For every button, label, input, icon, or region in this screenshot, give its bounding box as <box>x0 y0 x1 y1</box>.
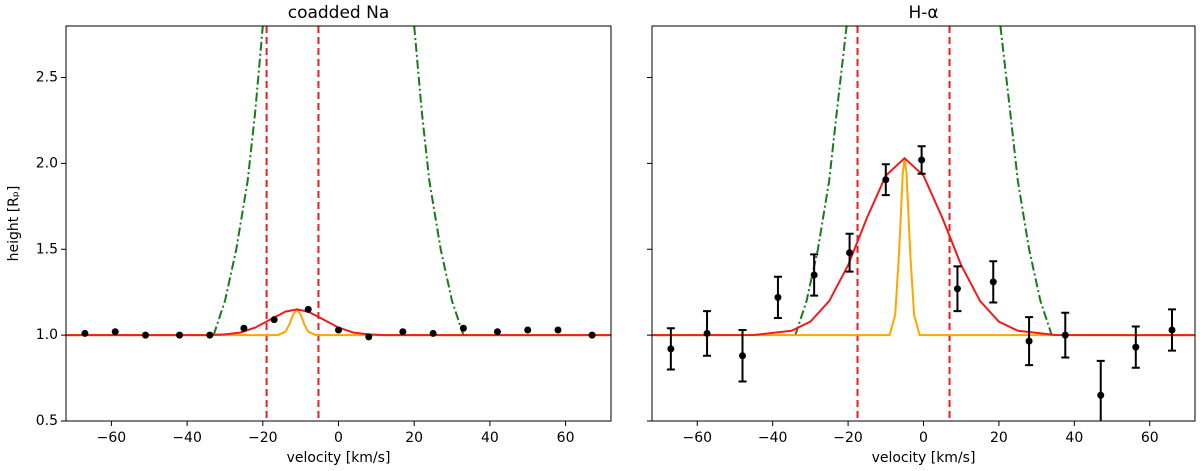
data-point <box>1025 337 1033 345</box>
data-point <box>493 328 501 336</box>
data-point <box>989 278 997 286</box>
data-point <box>1132 343 1140 351</box>
x-tick-label: −40 <box>172 430 202 446</box>
data-point <box>846 249 854 257</box>
x-tick-label: 40 <box>481 430 499 446</box>
x-tick-label: 60 <box>1141 430 1159 446</box>
data-point <box>524 326 532 334</box>
y-tick-label: 1.5 <box>36 241 58 257</box>
x-tick-label: 40 <box>1065 430 1083 446</box>
plot-area <box>66 26 611 421</box>
data-point <box>240 324 248 332</box>
plot-area <box>652 26 1195 421</box>
x-axis-label: velocity [km/s] <box>872 450 976 466</box>
data-point <box>399 328 407 336</box>
model-line <box>212 26 465 336</box>
x-tick-label: 20 <box>990 430 1008 446</box>
data-point <box>739 352 746 360</box>
data-point <box>774 293 782 301</box>
data-point <box>1168 326 1176 334</box>
data-point <box>81 329 89 337</box>
x-tick-label: −60 <box>682 430 712 446</box>
y-axis-label: height [Rₚ] <box>6 186 22 262</box>
y-tick-label: 2.0 <box>36 155 58 171</box>
axes-frame <box>65 25 612 422</box>
data-point <box>176 331 184 339</box>
model-line <box>652 156 1195 337</box>
data-point <box>1097 391 1105 399</box>
x-tick-label: 0 <box>334 430 343 446</box>
x-tick-label: −20 <box>248 430 278 446</box>
data-point <box>335 326 342 334</box>
chart-title: coadded Na <box>288 3 390 23</box>
data-point <box>141 331 149 339</box>
axes-frame <box>651 25 1196 422</box>
model-line <box>66 308 611 337</box>
data-point <box>918 156 926 164</box>
y-tick-label: 0.5 <box>36 413 58 429</box>
model-line <box>652 158 1195 337</box>
data-point <box>270 316 278 324</box>
data-point <box>304 305 312 313</box>
chart-title: H-α <box>908 3 938 23</box>
x-tick-label: 20 <box>405 430 423 446</box>
data-point <box>953 285 961 293</box>
model-line <box>794 26 1053 336</box>
data-point <box>365 333 373 341</box>
data-point <box>703 329 711 337</box>
x-tick-label: 0 <box>919 430 928 446</box>
data-point <box>667 345 675 353</box>
data-point <box>1061 331 1069 339</box>
data-point <box>882 176 890 184</box>
y-tick-label: 2.5 <box>36 70 58 86</box>
data-point <box>810 271 818 279</box>
data-point <box>588 331 596 339</box>
x-tick-label: −20 <box>833 430 863 446</box>
data-point <box>111 328 119 336</box>
x-tick-label: −60 <box>97 430 127 446</box>
y-tick-label: 1.0 <box>36 327 58 343</box>
data-point <box>459 324 467 332</box>
data-point <box>206 331 214 339</box>
x-axis-label: velocity [km/s] <box>287 450 391 466</box>
data-point <box>554 326 562 334</box>
x-tick-label: −40 <box>758 430 788 446</box>
x-tick-label: 60 <box>557 430 575 446</box>
data-point <box>429 329 437 337</box>
